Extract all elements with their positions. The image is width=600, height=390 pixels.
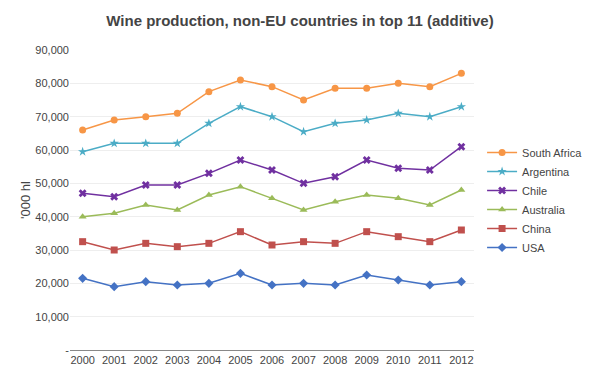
svg-text:2009: 2009	[354, 354, 378, 366]
svg-text:2010: 2010	[386, 354, 410, 366]
svg-text:Wine production, non-EU countr: Wine production, non-EU countries in top…	[106, 12, 493, 29]
svg-text:50,000: 50,000	[35, 177, 69, 189]
svg-text:2001: 2001	[102, 354, 126, 366]
svg-text:90,000: 90,000	[35, 44, 69, 56]
svg-text:20,000: 20,000	[35, 277, 69, 289]
svg-text:40,000: 40,000	[35, 211, 69, 223]
svg-text:80,000: 80,000	[35, 77, 69, 89]
svg-text:Chile: Chile	[522, 185, 547, 197]
svg-text:USA: USA	[522, 242, 545, 254]
svg-text:30,000: 30,000	[35, 244, 69, 256]
svg-text:2007: 2007	[291, 354, 315, 366]
svg-text:2005: 2005	[228, 354, 252, 366]
svg-text:70,000: 70,000	[35, 111, 69, 123]
svg-text:2002: 2002	[134, 354, 158, 366]
svg-text:-: -	[65, 344, 69, 356]
svg-text:10,000: 10,000	[35, 311, 69, 323]
svg-text:2006: 2006	[260, 354, 284, 366]
svg-text:2000: 2000	[70, 354, 94, 366]
svg-text:60,000: 60,000	[35, 144, 69, 156]
svg-text:2011: 2011	[418, 354, 442, 366]
svg-text:2004: 2004	[197, 354, 221, 366]
svg-text:2012: 2012	[449, 354, 473, 366]
svg-text:China: China	[522, 223, 552, 235]
svg-text:2008: 2008	[323, 354, 347, 366]
svg-text:South Africa: South Africa	[522, 147, 582, 159]
svg-text:'000 hl: '000 hl	[18, 181, 33, 219]
svg-text:Australia: Australia	[522, 204, 566, 216]
svg-text:2003: 2003	[165, 354, 189, 366]
svg-text:Argentina: Argentina	[522, 166, 570, 178]
